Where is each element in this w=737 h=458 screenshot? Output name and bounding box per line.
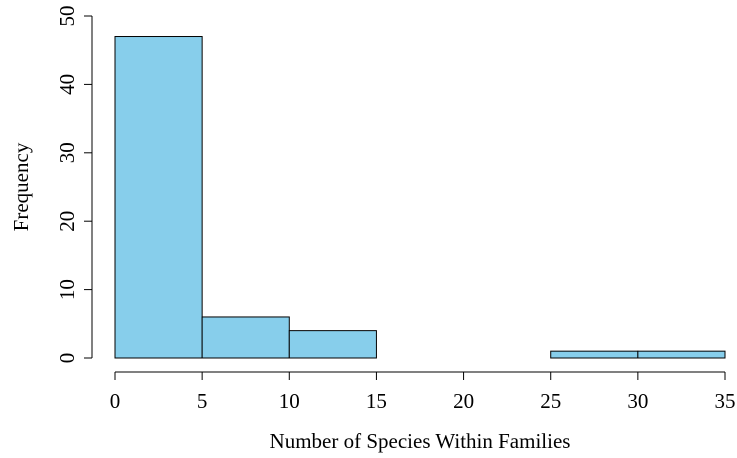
x-tick-label-35: 35 [715, 389, 736, 413]
x-tick-label-15: 15 [366, 389, 387, 413]
y-tick-label-40: 40 [55, 74, 79, 95]
x-tick-label-10: 10 [279, 389, 300, 413]
x-tick-label-5: 5 [197, 389, 208, 413]
histogram-bar-0-5 [114, 36, 203, 359]
y-axis-title: Frequency [9, 142, 33, 231]
x-tick-label-25: 25 [540, 389, 561, 413]
x-axis-title: Number of Species Within Families [270, 429, 571, 453]
histogram-bar-10-15 [288, 330, 377, 359]
x-axis: 0 5 10 15 20 25 30 35 [110, 371, 736, 413]
histogram-bar-5-10 [201, 316, 290, 359]
x-tick-label-0: 0 [110, 389, 121, 413]
x-tick-label-30: 30 [627, 389, 648, 413]
histogram-bar-30-35 [637, 350, 726, 359]
y-tick-label-0: 0 [55, 353, 79, 364]
y-tick-label-10: 10 [55, 279, 79, 300]
y-tick-label-20: 20 [55, 211, 79, 232]
y-tick-label-50: 50 [55, 6, 79, 27]
histogram-bar-25-30 [550, 350, 639, 359]
y-axis: 0 10 20 30 40 50 [55, 6, 93, 364]
x-tick-label-20: 20 [453, 389, 474, 413]
y-tick-label-30: 30 [55, 142, 79, 163]
bars-group [114, 36, 726, 359]
